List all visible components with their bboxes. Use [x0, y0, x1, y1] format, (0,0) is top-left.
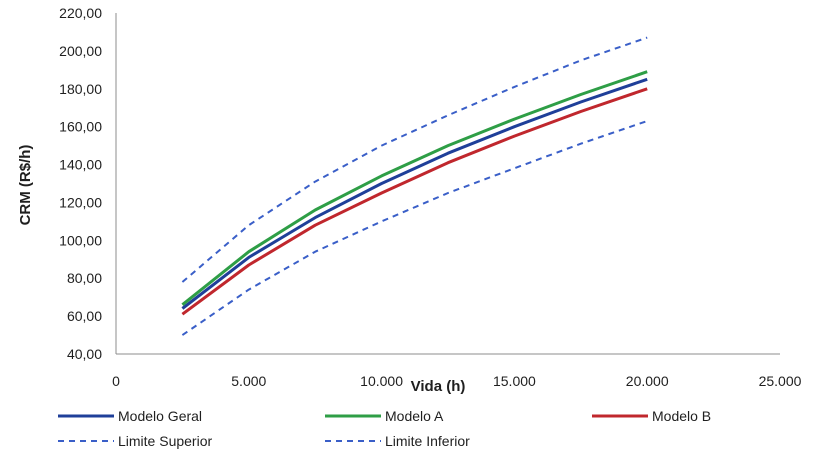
y-axis: 40,00 60,00 80,00 100,00 120,00 140,00 160,00 1…: [59, 5, 117, 362]
y-tick-label: 140,00: [59, 157, 102, 173]
x-tick-label: 5.000: [231, 373, 266, 389]
series-line-modelo-a: [181, 70, 648, 306]
series-line-modelo-b: [181, 87, 648, 316]
legend-label: Modelo A: [385, 408, 444, 424]
legend-label: Limite Superior: [118, 433, 212, 449]
x-tick-label: 10.000: [360, 373, 403, 389]
y-tick-label: 200,00: [59, 43, 102, 59]
legend-label: Limite Inferior: [385, 433, 470, 449]
x-tick-label: 15.000: [493, 373, 536, 389]
series-line-limite-inferior: [181, 120, 648, 336]
y-tick-label: 40,00: [67, 346, 102, 362]
series-line-modelo-geral: [181, 77, 648, 310]
y-tick-label: 120,00: [59, 194, 102, 210]
y-tick-label: 100,00: [59, 232, 102, 248]
legend-label: Modelo Geral: [118, 408, 202, 424]
series-lines: [181, 36, 648, 336]
x-axis-title: Vida (h): [411, 378, 466, 395]
x-tick-label: 25.000: [759, 373, 802, 389]
x-tick-label: 0: [112, 373, 120, 389]
legend: Modelo Geral Modelo A Modelo B Limite Super…: [58, 408, 711, 449]
series-line-limite-superior: [181, 36, 648, 283]
legend-label: Modelo B: [652, 408, 711, 424]
y-tick-label: 180,00: [59, 81, 102, 97]
x-tick-label: 20.000: [626, 373, 669, 389]
y-tick-label: 60,00: [67, 308, 102, 324]
x-axis: 0 5.000 10.000 15.000 20.000 25.000: [112, 353, 802, 389]
y-axis-title: CRM (R$/h): [17, 145, 34, 226]
y-tick-label: 220,00: [59, 5, 102, 21]
y-tick-label: 160,00: [59, 119, 102, 135]
y-tick-label: 80,00: [67, 270, 102, 286]
